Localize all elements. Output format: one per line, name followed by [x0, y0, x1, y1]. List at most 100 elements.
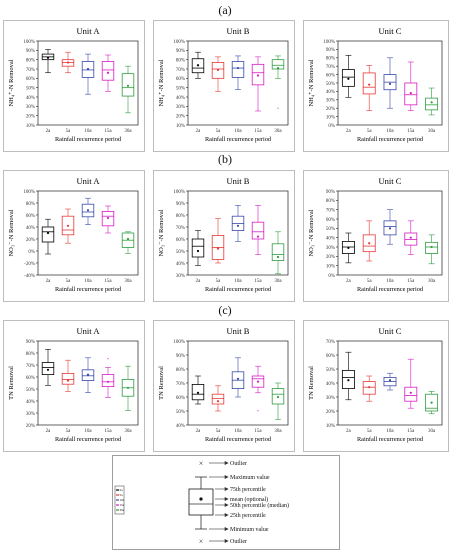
chart-title: Unit A [77, 176, 101, 186]
box-10a [383, 209, 397, 245]
y-tick-label: 40% [176, 262, 185, 267]
chart-svg: Unit B 30% 40% 50% 60% 70% 80% 90% 100% NO₃⁻-N Re… [158, 176, 289, 293]
chart-title: Unit C [379, 176, 402, 186]
y-tick-label: 40% [176, 96, 185, 101]
legend-drawing: 2a 5a 10a 15a 30a × × [114, 459, 289, 546]
chart-panel-no3-unit-a: Unit A -40% -20% 0% 20% 40% 60% 80% 100% NO₃⁻-N R… [3, 170, 145, 302]
box-mean [46, 368, 50, 371]
box-15a: • [101, 358, 115, 398]
box-mean [276, 395, 280, 399]
boxplot-legend: 2a 5a 10a 15a 30a × × [112, 455, 340, 550]
y-tick-label: 50% [326, 82, 335, 87]
y-tick-label: 50% [326, 227, 335, 232]
legend-label-2a: 2a [120, 488, 124, 492]
plot-frame [337, 190, 443, 276]
box-5a [362, 220, 376, 262]
box-mean [86, 67, 90, 71]
box-mean [106, 71, 110, 74]
y-tick-label: -20% [24, 262, 35, 267]
box-5a [61, 208, 75, 244]
y-tick-label: 80% [326, 57, 335, 62]
x-tick-label: 30a [124, 129, 132, 134]
x-axis-label: Rainfall recurrence period [55, 286, 122, 293]
y-tick-label: 70% [176, 382, 185, 387]
y-axis-label: TN Removal [158, 366, 165, 400]
legend-label-5a: 5a [120, 493, 124, 497]
box-mean [388, 227, 392, 230]
chart-svg: Unit B 10% 20% 30% 40% 50% 60% 70% 80% 90% 100% NH₄… [158, 26, 289, 143]
y-tick-label: 30% [176, 274, 185, 279]
box-iqr [61, 373, 75, 385]
x-tick-label: 5a [66, 129, 72, 134]
plot-frame [37, 40, 139, 126]
x-tick-label: 5a [66, 429, 72, 434]
outlier-point: • [107, 358, 109, 363]
y-tick-label: 30% [26, 105, 35, 110]
x-tick-label: 15a [254, 429, 262, 434]
x-tick-label: 5a [367, 129, 373, 134]
x-tick-label: 10a [84, 279, 92, 284]
box-mean [66, 61, 70, 64]
y-tick-label: 30% [176, 105, 185, 110]
x-tick-label: 15a [104, 129, 112, 134]
box-30a [271, 231, 285, 275]
y-tick-label: 60% [176, 238, 185, 243]
box-mean [256, 380, 260, 383]
box-mean [106, 380, 110, 383]
y-tick-label: 70% [26, 364, 35, 369]
x-tick-label: 2a [346, 429, 352, 434]
y-tick-label: 100% [323, 40, 335, 45]
y-tick-label: 50% [26, 86, 35, 91]
legend-text-p25: 25th percentile [230, 513, 266, 519]
box-5a [211, 56, 225, 92]
box-mean [126, 386, 130, 389]
x-tick-label: 10a [386, 129, 394, 134]
legend-label-30a: 30a [120, 508, 125, 512]
legend-label-15a: 15a [120, 503, 125, 507]
y-tick-label: 70% [326, 208, 335, 213]
box-30a [425, 87, 439, 116]
box-iqr [41, 226, 55, 243]
x-tick-label: 30a [428, 429, 436, 434]
y-tick-label: 10% [326, 424, 335, 429]
x-axis-label: Rainfall recurrence period [357, 436, 424, 443]
legend-text-p75: 75th percentile [230, 487, 266, 493]
box-mean [216, 68, 220, 72]
box-mean [368, 386, 371, 389]
y-tick-label: 60% [176, 396, 185, 401]
box-iqr [211, 393, 225, 405]
y-tick-label: 70% [176, 226, 185, 231]
box-15a [404, 220, 418, 255]
y-tick-label: 100% [23, 40, 35, 45]
y-tick-label: 60% [176, 77, 185, 82]
x-tick-label: 10a [84, 429, 92, 434]
x-tick-label: 2a [346, 129, 352, 134]
x-tick-label: 30a [124, 279, 132, 284]
y-tick-label: 90% [26, 49, 35, 54]
y-axis-label: NO₃⁻-N Removal [158, 209, 165, 256]
box-10a [231, 357, 245, 398]
y-tick-label: 90% [26, 340, 35, 345]
chart-panel-no3-unit-b: Unit B 30% 40% 50% 60% 70% 80% 90% 100% NO₃⁻-N Re… [153, 170, 295, 302]
y-tick-label: 100% [173, 340, 185, 345]
x-tick-label: 2a [346, 279, 352, 284]
outlier-point: • [257, 410, 259, 415]
x-axis-label: Rainfall recurrence period [205, 286, 272, 293]
box-mean [347, 379, 350, 382]
chart-panel-no3-unit-c: Unit C 0% 10% 20% 30% 40% 50% 60% 70% 80% 90% NO₃⁻-… [303, 170, 449, 302]
x-tick-label: 2a [196, 429, 202, 434]
y-axis-label: NO₃⁻-N Removal [308, 209, 315, 256]
box-mean [409, 391, 412, 394]
box-30a [121, 365, 135, 411]
chart-panel-tn-unit-c: Unit C 10% 20% 30% 40% 50% 60% 70% TN Removal 2a 5… [303, 320, 449, 452]
box-2a [41, 349, 55, 386]
y-tick-label: 90% [176, 202, 185, 207]
x-tick-label: 15a [104, 279, 112, 284]
box-iqr [362, 72, 376, 95]
box-iqr [231, 61, 245, 78]
chart-svg: Unit C 0% 10% 20% 30% 40% 50% 60% 70% 80% 90% NO₃⁻-… [308, 176, 443, 293]
legend-text-mean: mean (optional) [230, 496, 268, 503]
x-axis-label: Rainfall recurrence period [55, 436, 122, 443]
y-tick-label: 100% [173, 190, 185, 195]
plot-frame [37, 190, 139, 276]
